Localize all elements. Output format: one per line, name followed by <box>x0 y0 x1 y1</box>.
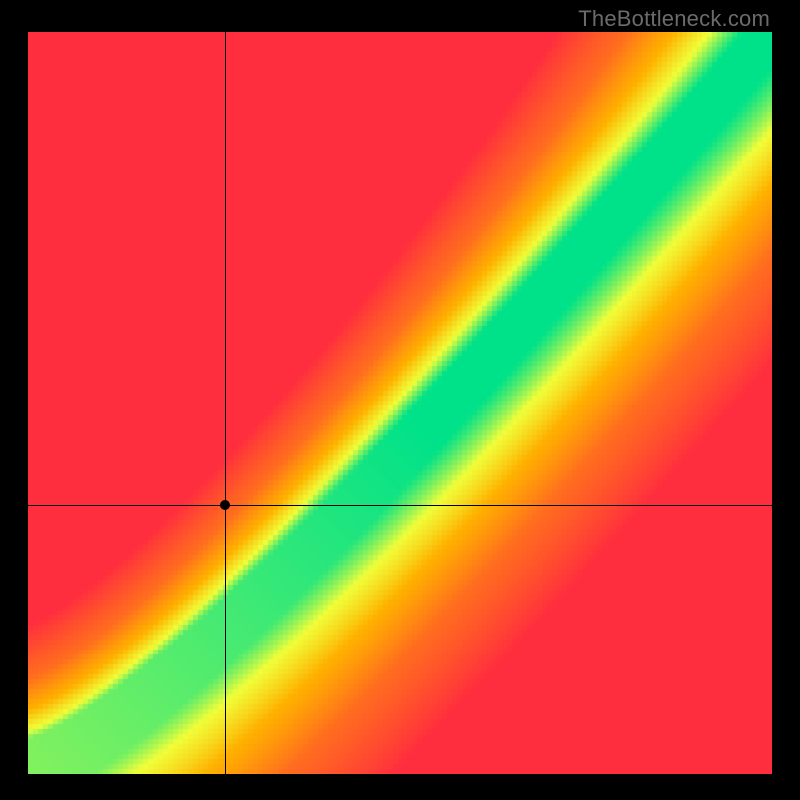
crosshair-vertical <box>225 32 226 774</box>
crosshair-horizontal <box>28 505 772 506</box>
crosshair-marker <box>220 500 230 510</box>
heatmap-canvas <box>28 32 772 774</box>
watermark-text: TheBottleneck.com <box>578 6 770 32</box>
bottleneck-heatmap <box>28 32 772 774</box>
